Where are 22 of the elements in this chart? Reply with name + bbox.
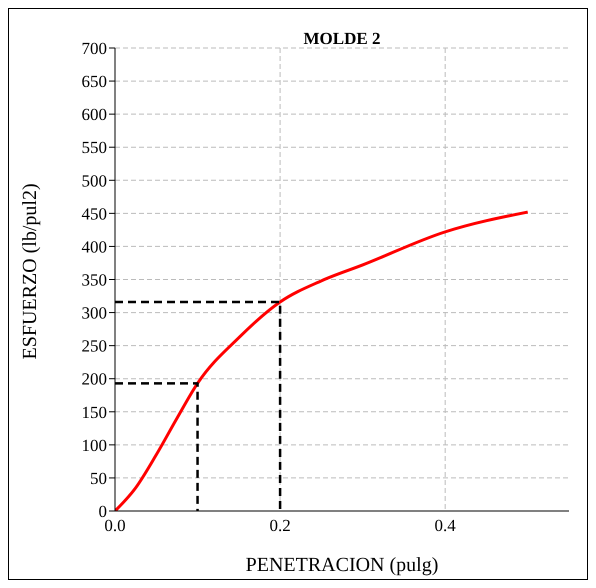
y-tick-label: 500: [82, 171, 107, 190]
y-tick-label: 350: [82, 270, 107, 290]
y-tick-label: 300: [82, 304, 107, 323]
y-tick-label: 600: [82, 105, 107, 124]
line-series: [115, 210, 530, 511]
x-tick-label: 0.4: [434, 516, 456, 536]
y-tick-label: 150: [82, 402, 107, 422]
y-tick-label: 0: [98, 502, 107, 522]
y-axis-title: ESFUERZO (lb/pul2): [19, 183, 42, 360]
chart-title: MOLDE 2: [302, 29, 382, 49]
y-tick-label: 250: [82, 336, 107, 356]
x-tick-label: 0.2: [269, 516, 291, 536]
y-tick-label: 550: [82, 138, 107, 158]
y-tick-label: 200: [82, 370, 107, 389]
y-tick-label: 700: [82, 39, 107, 58]
y-tick-label: 450: [82, 204, 107, 224]
y-tick-label: 650: [82, 72, 107, 92]
y-tick-label: 50: [90, 468, 107, 488]
y-tick-label: 100: [82, 436, 107, 455]
x-axis-title: PENETRACION (pulg): [246, 554, 438, 576]
y-tick-label: 400: [82, 237, 107, 256]
x-tick-label: 0.0: [104, 516, 126, 536]
